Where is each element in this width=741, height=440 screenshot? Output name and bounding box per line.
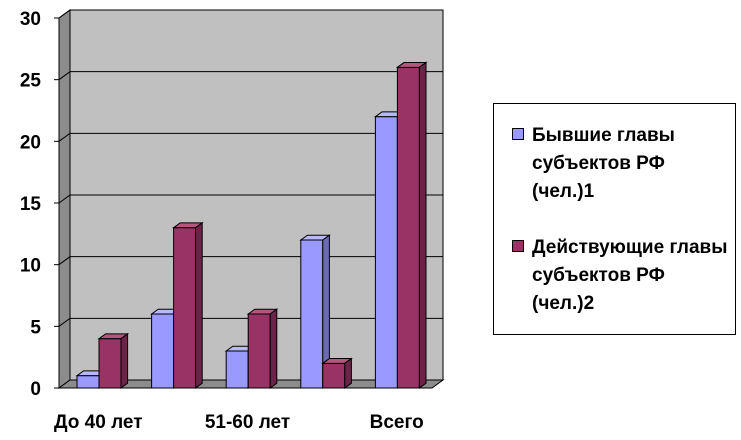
- bar-side-face: [120, 332, 129, 389]
- bar-side-face: [195, 221, 203, 389]
- gridline: [58, 194, 443, 204]
- bar-current-heads-1: [173, 227, 197, 389]
- bar-former-heads-4: [374, 116, 398, 389]
- chart-legend: Бывшие главы субъектов РФ (чел.)1 Действ…: [493, 103, 736, 335]
- bar-side-face: [344, 357, 352, 389]
- bar-current-heads-2: [247, 313, 271, 389]
- bar-current-heads-0: [98, 338, 122, 389]
- bar-current-heads-3: [322, 362, 346, 389]
- y-tick-label: 0: [30, 379, 41, 400]
- x-tick-label: До 40 лет: [54, 412, 143, 433]
- y-tick-label: 10: [20, 256, 41, 277]
- gridline: [58, 132, 443, 142]
- gridline: [58, 9, 443, 19]
- x-tick-label: Всего: [370, 412, 424, 433]
- legend-swatch-current-heads: [512, 240, 524, 252]
- y-tick-label: 5: [30, 317, 41, 338]
- y-tick-label: 20: [20, 132, 41, 153]
- legend-label-current-heads: Действующие главы субъектов РФ (чел.)2: [532, 237, 728, 314]
- legend-swatch-former-heads: [512, 128, 524, 140]
- bar-former-heads-2: [225, 350, 249, 389]
- y-tick-label: 25: [20, 71, 42, 92]
- gridline: [58, 71, 443, 81]
- bar-former-heads-0: [76, 375, 100, 389]
- x-tick-label: 51-60 лет: [205, 412, 290, 433]
- bar-former-heads-1: [151, 313, 175, 389]
- bar-former-heads-3: [300, 239, 324, 389]
- bar-side-face: [418, 61, 427, 389]
- bar-current-heads-4: [396, 66, 420, 389]
- legend-label-former-heads: Бывшие главы субъектов РФ (чел.)1: [532, 125, 675, 202]
- y-tick-label: 15: [20, 194, 42, 215]
- y-tick-label: 30: [20, 9, 41, 30]
- bar-side-face: [269, 308, 278, 389]
